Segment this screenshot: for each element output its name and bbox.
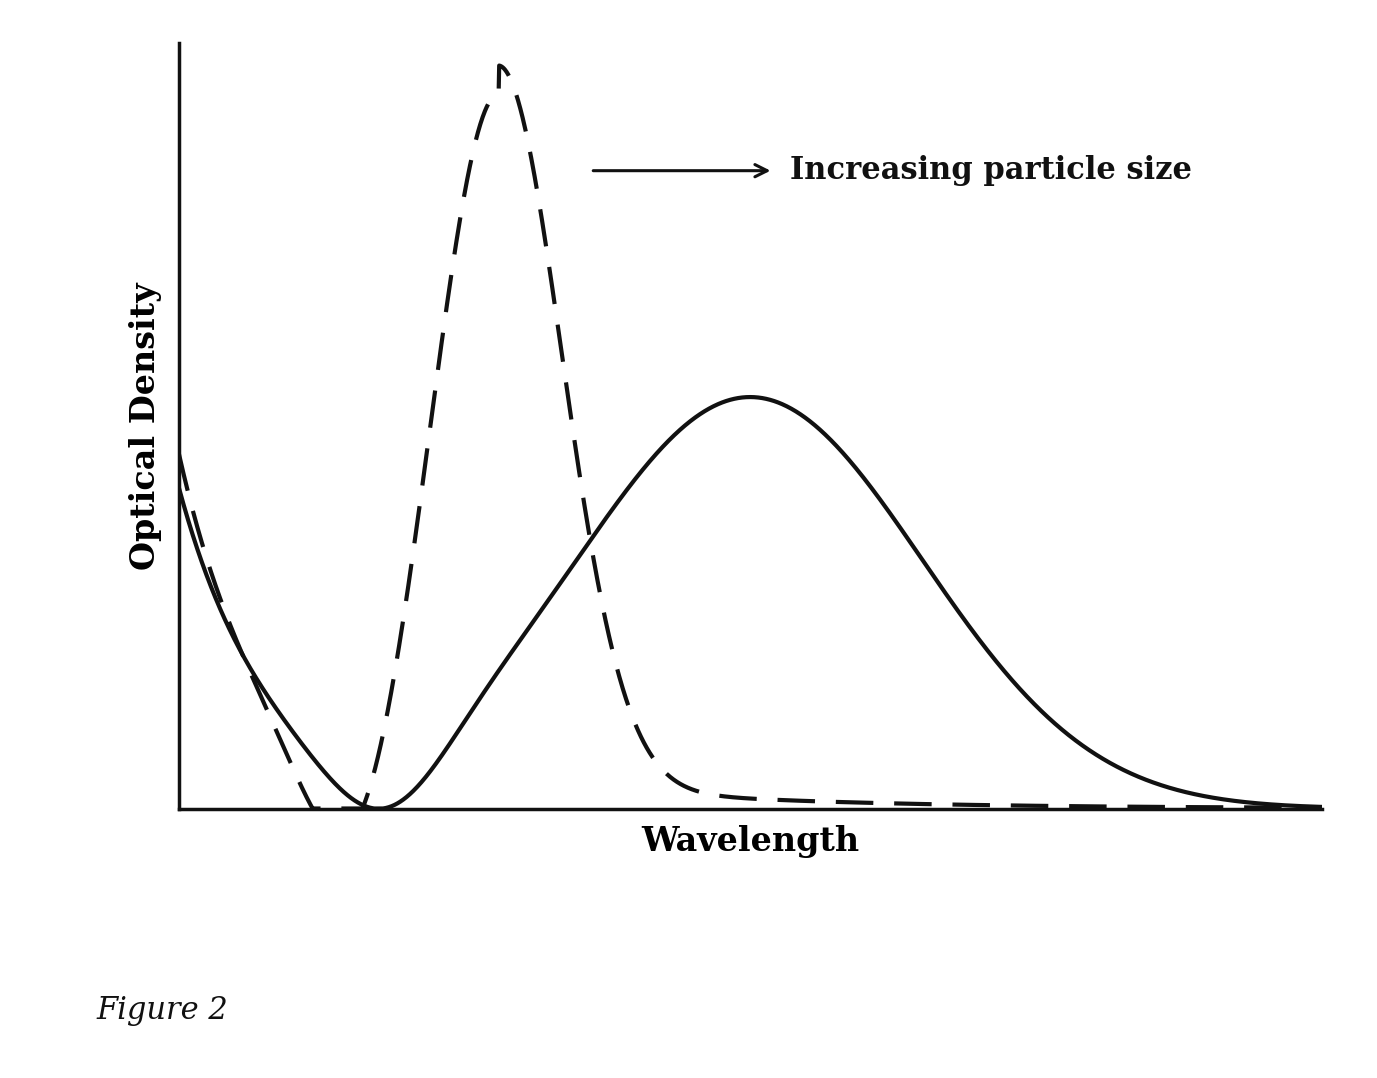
Y-axis label: Optical Density: Optical Density bbox=[129, 282, 162, 569]
X-axis label: Wavelength: Wavelength bbox=[642, 825, 859, 858]
Text: Figure 2: Figure 2 bbox=[96, 995, 229, 1025]
Text: Increasing particle size: Increasing particle size bbox=[790, 155, 1192, 186]
